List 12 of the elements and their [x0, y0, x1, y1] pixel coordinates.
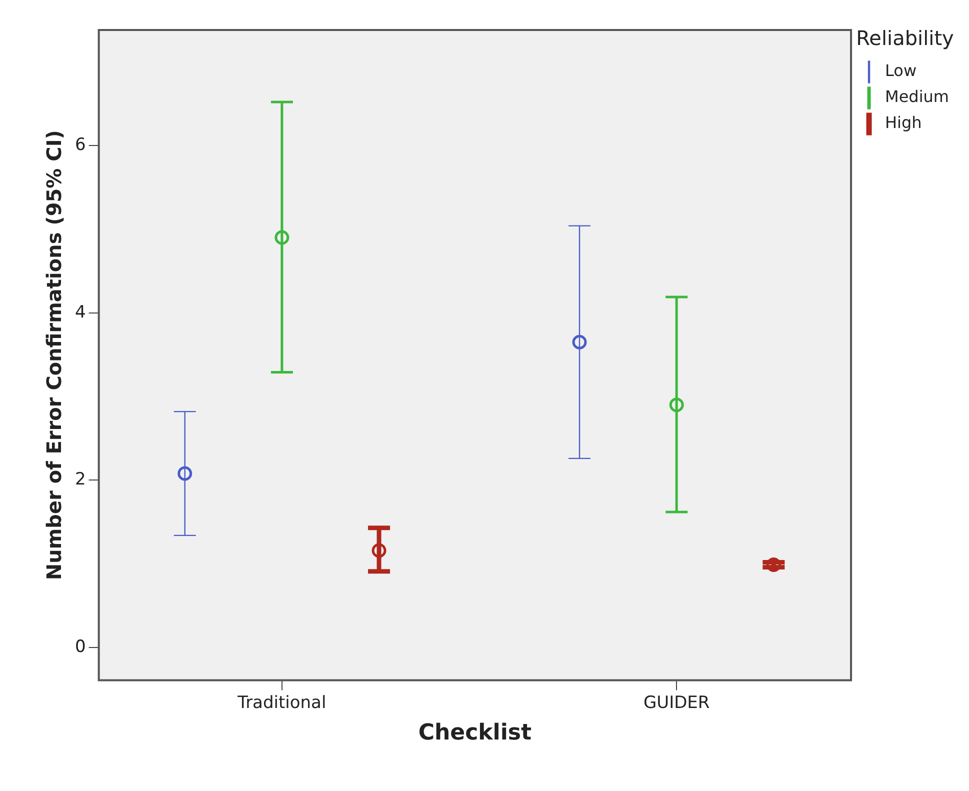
y-tick-label: 0	[74, 636, 86, 657]
legend-label: High	[885, 113, 922, 132]
y-tick-label: 4	[74, 302, 86, 322]
x-tick-label: Traditional	[236, 692, 326, 713]
legend-label: Medium	[885, 87, 950, 106]
x-tick-label: GUIDER	[643, 692, 710, 713]
y-tick-label: 6	[74, 134, 86, 155]
legend-label: Low	[885, 61, 917, 80]
x-axis-title: Checklist	[418, 720, 532, 746]
legend-title: Reliability	[856, 26, 954, 50]
y-axis-title: Number of Error Confirmations (95% CI)	[42, 130, 66, 580]
y-tick-label: 2	[74, 470, 86, 490]
